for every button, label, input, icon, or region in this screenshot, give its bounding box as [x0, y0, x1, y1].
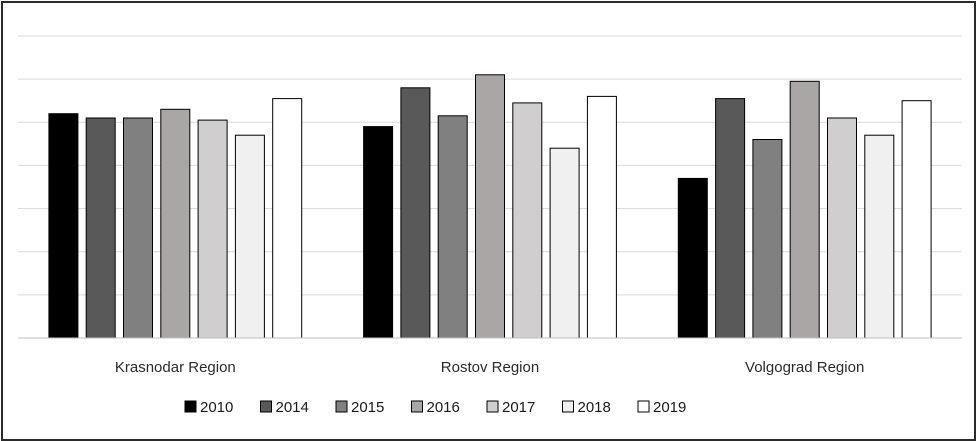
category-labels: Krasnodar Region Rostov Region Volgograd R…	[115, 359, 864, 376]
legend-label-2016: 2016	[427, 399, 460, 416]
bar-2019-2	[901, 100, 932, 339]
bars	[48, 74, 932, 339]
category-label: Krasnodar Region	[115, 359, 236, 376]
legend-label-2010: 2010	[200, 399, 233, 416]
legend-swatch-2015	[335, 400, 348, 413]
bar-2017-0	[197, 119, 228, 339]
legend-label-2017: 2017	[502, 399, 535, 416]
legend-label-2019: 2019	[653, 399, 686, 416]
legend-swatch-2016	[411, 400, 423, 413]
bar-2016-0	[160, 108, 191, 339]
bar-2018-0	[234, 134, 265, 339]
bar-2010-0	[48, 113, 79, 339]
legend-swatch-2010	[184, 400, 197, 413]
bar-2015-0	[123, 117, 153, 339]
legend: 2010 2014 2015 2016 2017 2018 2019	[184, 399, 686, 416]
bar-2014-1	[400, 87, 431, 339]
bar-2014-2	[715, 98, 746, 339]
bar-2017-1	[512, 102, 543, 339]
legend-swatch-2017	[486, 400, 499, 413]
bar-2017-2	[827, 117, 857, 339]
category-label: Volgograd Region	[745, 359, 864, 376]
legend-swatch-2014	[260, 400, 272, 413]
bar-2015-1	[437, 115, 468, 339]
bar-2010-1	[363, 126, 394, 339]
bar-2010-2	[677, 177, 708, 339]
bar-2018-2	[864, 134, 895, 339]
bar-2019-0	[272, 98, 303, 339]
bar-2016-2	[789, 80, 820, 339]
bar-2016-1	[475, 74, 505, 339]
legend-swatch-2019	[637, 400, 650, 413]
bar-2014-0	[85, 117, 116, 339]
legend-label-2014: 2014	[276, 399, 309, 416]
bar-2018-1	[549, 147, 580, 339]
bar-2019-1	[586, 95, 617, 339]
legend-label-2018: 2018	[578, 399, 611, 416]
category-label: Rostov Region	[441, 359, 539, 376]
bar-2015-2	[752, 139, 783, 339]
legend-label-2015: 2015	[351, 399, 384, 416]
legend-swatch-2018	[562, 400, 574, 413]
